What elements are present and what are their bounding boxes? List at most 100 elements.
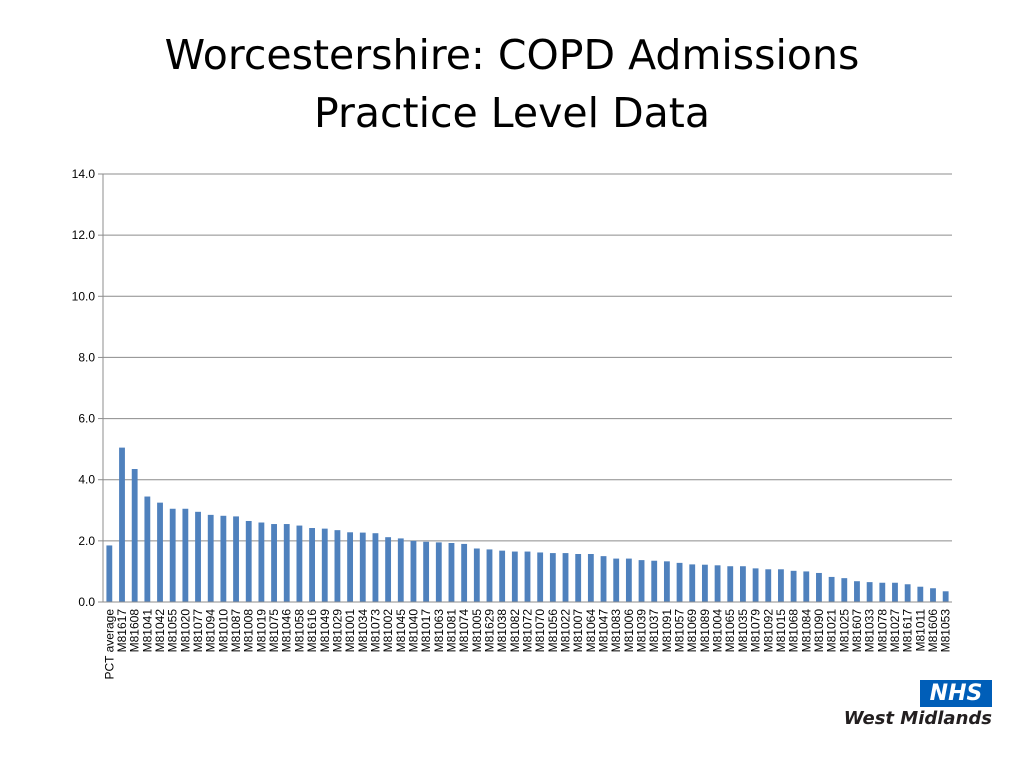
bar [790, 570, 797, 602]
x-tick-label: M81073 [368, 609, 382, 653]
bar [309, 528, 315, 602]
x-tick-label: M81010 [216, 609, 230, 653]
bar [575, 554, 582, 602]
x-tick-label: M81041 [140, 609, 154, 653]
x-tick-label: M81001 [343, 609, 357, 653]
x-tick-label: M81053 [939, 609, 953, 653]
bar [473, 548, 480, 602]
x-tick-label: M81065 [723, 609, 737, 653]
x-tick-label: M81005 [470, 609, 484, 653]
x-tick-label: M81082 [508, 609, 522, 653]
y-tick-label: 6.0 [78, 412, 95, 426]
bar [435, 542, 442, 602]
bar [207, 514, 214, 602]
x-tick-label: M81081 [444, 609, 458, 653]
bar [347, 532, 354, 602]
bar [752, 568, 759, 602]
bar [740, 566, 746, 602]
y-tick-label: 10.0 [72, 289, 96, 303]
x-tick-label: M81021 [825, 609, 839, 653]
bar [600, 556, 607, 602]
bar [765, 569, 772, 602]
bar [397, 538, 404, 602]
x-tick-label: M81087 [229, 609, 243, 653]
x-tick-label: M81072 [521, 609, 535, 653]
bar [258, 522, 265, 602]
bar [816, 572, 822, 602]
bar [549, 553, 556, 602]
bar [144, 496, 151, 602]
y-tick-label: 14.0 [72, 167, 96, 181]
x-tick-label: M81011 [913, 609, 927, 652]
x-tick-label: M81033 [863, 609, 877, 653]
bar [613, 558, 620, 602]
bar [727, 566, 734, 602]
x-tick-label: M81025 [837, 609, 851, 653]
x-tick-label: M81608 [128, 609, 142, 653]
x-tick-label: PCT average [102, 609, 116, 680]
bar [778, 569, 784, 602]
y-axis-tick-labels: 0.0 2.0 4.0 6.0 8.0 10.0 12.0 14.0 [72, 167, 96, 609]
bars [106, 447, 949, 602]
bar [701, 564, 708, 602]
gridlines [103, 173, 952, 542]
bar [106, 545, 113, 602]
bar [638, 560, 645, 602]
bar [157, 502, 163, 602]
bar [524, 551, 531, 602]
y-tick-label: 4.0 [78, 473, 95, 487]
bar [904, 584, 911, 602]
bar [917, 586, 924, 602]
bar [676, 562, 683, 602]
x-tick-label: M81089 [698, 609, 712, 653]
x-tick-label: M81056 [546, 609, 560, 653]
bar [448, 542, 455, 602]
bar [511, 551, 518, 602]
x-tick-label: M81069 [685, 609, 699, 653]
x-tick-label: M81075 [267, 609, 281, 653]
x-tick-label: M81047 [597, 609, 611, 653]
bar [385, 537, 392, 602]
bar [182, 508, 189, 602]
x-tick-label: M81055 [166, 609, 180, 653]
bar [803, 571, 810, 602]
x-tick-label: M81029 [330, 609, 344, 653]
bar [195, 511, 201, 602]
x-tick-label: M81629 [482, 609, 496, 653]
x-tick-label: M81020 [178, 609, 192, 653]
bar [499, 550, 506, 602]
nhs-west-midlands-logo: NHS West Midlands [812, 680, 992, 730]
x-tick-label: M81038 [495, 609, 509, 653]
x-tick-label: M81068 [787, 609, 801, 653]
x-axis-tick-labels: PCT averageM81617M81608M81041M81042M8105… [102, 609, 952, 680]
bar [587, 554, 594, 602]
bar [321, 528, 328, 602]
x-tick-label: M81094 [204, 609, 218, 653]
bar [131, 469, 138, 602]
x-tick-label: M81040 [406, 609, 420, 653]
x-tick-label: M81607 [850, 609, 864, 653]
nhs-region-name: West Midlands [843, 708, 992, 729]
x-tick-label: M81002 [381, 609, 395, 653]
x-tick-label: M81074 [457, 609, 471, 653]
x-tick-label: M81015 [774, 609, 788, 653]
bar [625, 558, 632, 602]
x-tick-label: M81617 [115, 609, 129, 653]
x-tick-label: M81078 [875, 609, 889, 653]
x-tick-label: M81035 [736, 609, 750, 653]
x-tick-label: M81019 [254, 609, 268, 653]
bar [245, 520, 252, 602]
x-tick-label: M81617 [901, 609, 915, 653]
y-tick-label: 8.0 [78, 350, 95, 364]
bar [854, 581, 860, 602]
x-tick-label: M81045 [394, 609, 408, 653]
x-tick-label: M81063 [432, 609, 446, 653]
y-tick-label: 0.0 [78, 595, 95, 609]
axes [98, 173, 952, 603]
bar [220, 515, 227, 602]
x-tick-label: M81090 [812, 609, 826, 653]
bar [423, 541, 430, 602]
x-tick-label: M81037 [647, 609, 661, 653]
bar [359, 532, 366, 602]
x-tick-label: M81616 [305, 609, 319, 653]
